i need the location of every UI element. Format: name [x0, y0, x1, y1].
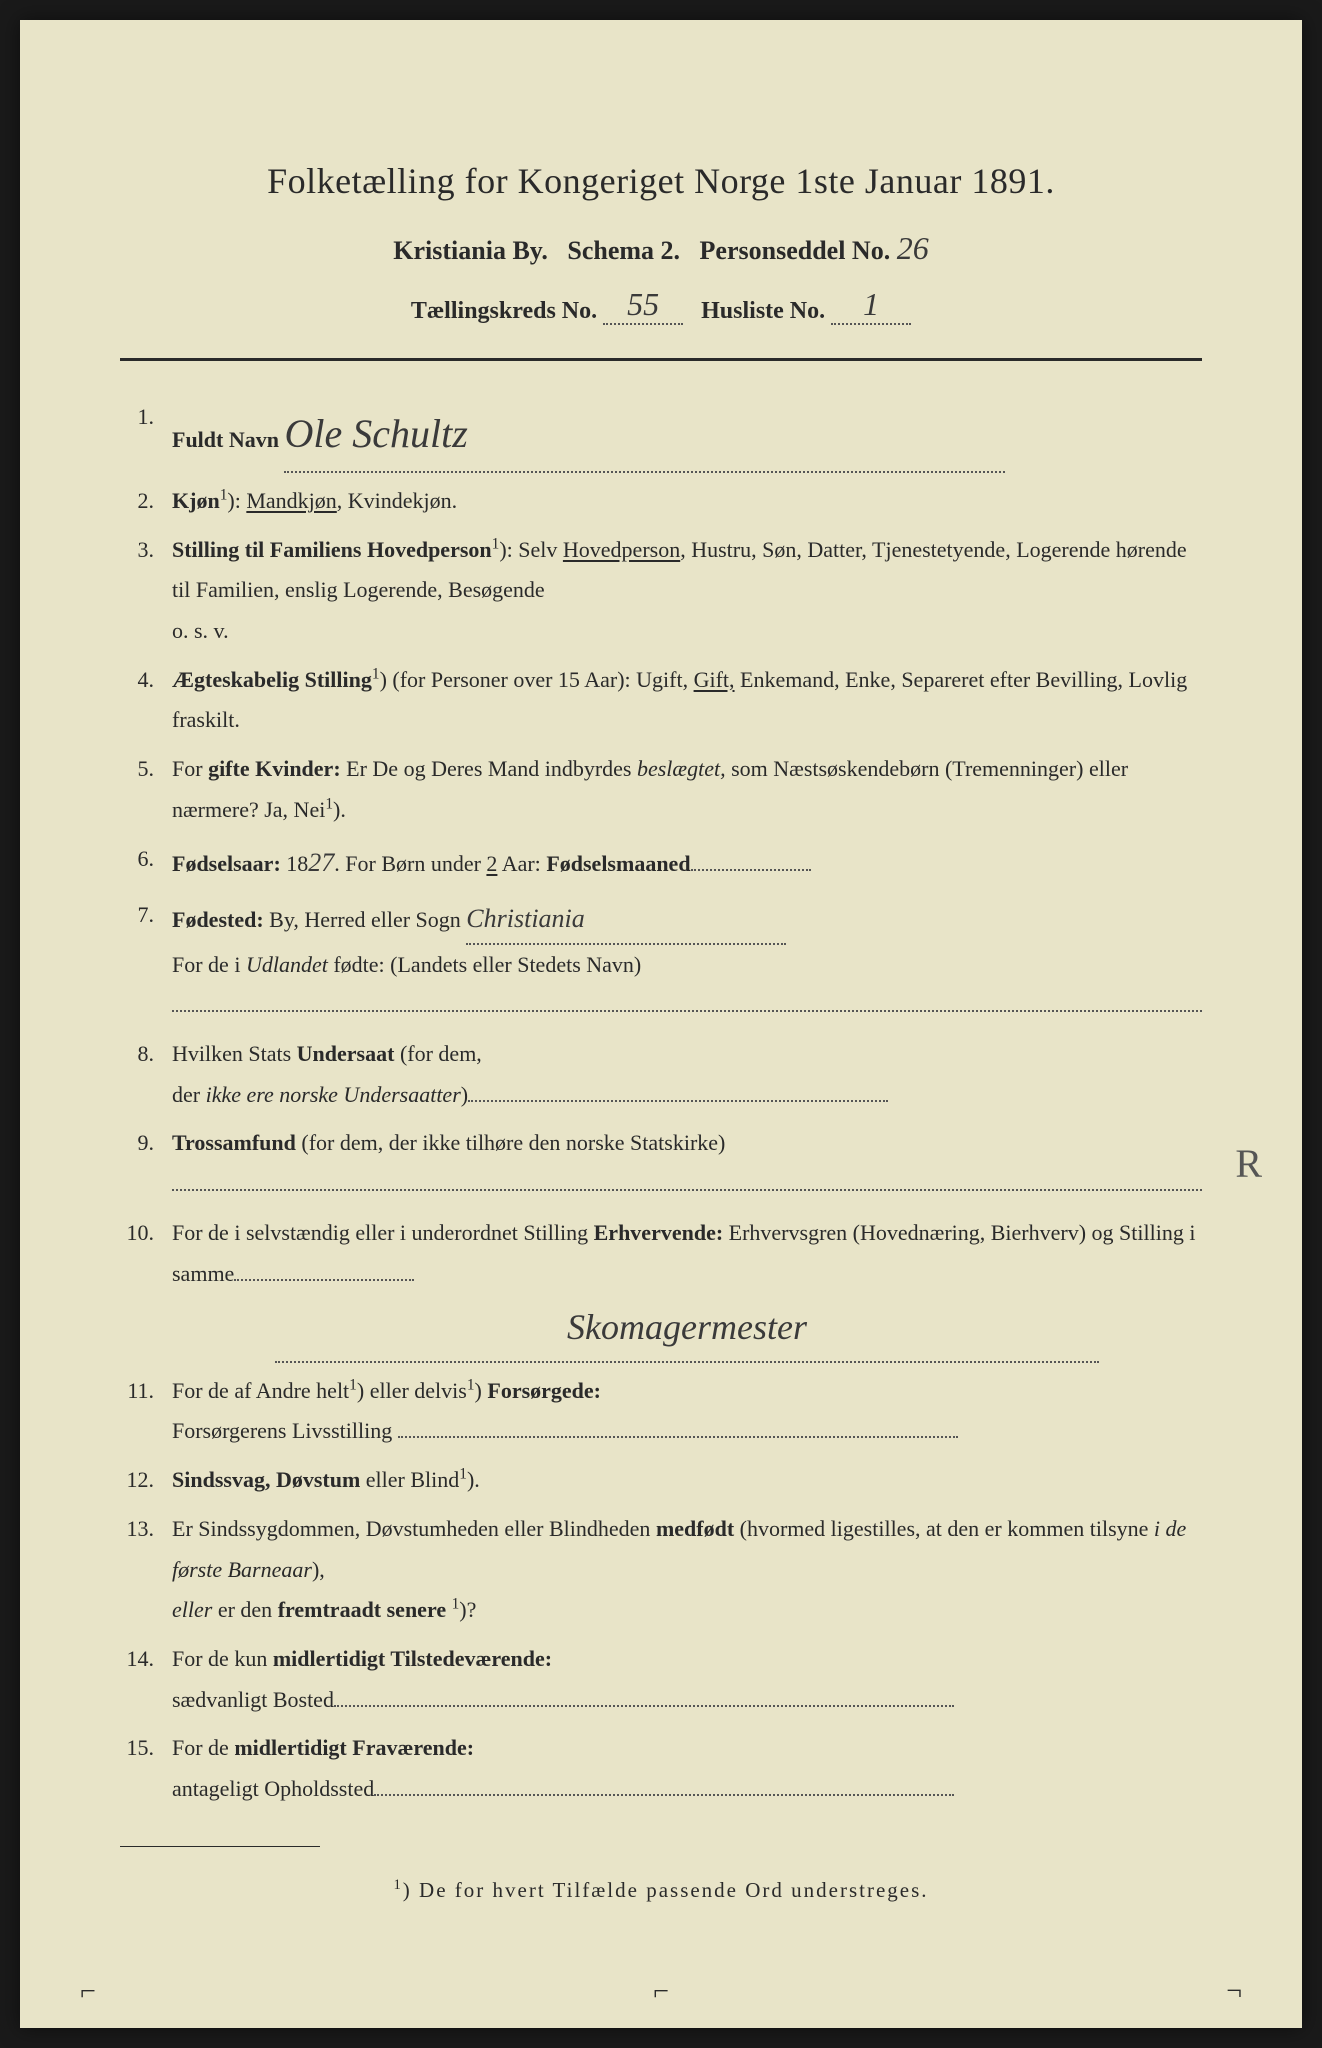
item-num: 6. — [120, 839, 172, 887]
item-label: midlertidigt Tilstedeværende: — [273, 1646, 552, 1671]
kreds-no: 55 — [627, 286, 659, 323]
personseddel-label: Personseddel No. — [700, 236, 891, 265]
census-form-page: Folketælling for Kongeriget Norge 1ste J… — [20, 20, 1302, 2028]
corner-mark-icon: ¬ — [1226, 1976, 1242, 2008]
birthplace-value: Christiania — [466, 904, 584, 933]
item-num: 4. — [120, 660, 172, 741]
item-num: 15. — [120, 1728, 172, 1809]
item-cont: o. s. v. — [172, 611, 1202, 652]
item-label: Fødselsaar: — [172, 851, 281, 876]
subsub-row: Tællingskreds No. 55 Husliste No. 1 — [120, 289, 1202, 328]
header-rule — [120, 358, 1202, 361]
city-label: Kristiania By. — [393, 236, 548, 265]
item-num: 10. — [120, 1213, 172, 1363]
item-label: midlertidigt Fraværende: — [234, 1735, 474, 1760]
item-label: Kjøn — [172, 488, 220, 513]
schema-label: Schema 2. — [567, 236, 680, 265]
item-14: 14. For de kun midlertidigt Tilstedevære… — [120, 1639, 1202, 1720]
selected-relation: Hovedperson — [563, 537, 680, 562]
item-12: 12. Sindssvag, Døvstum eller Blind1). — [120, 1460, 1202, 1501]
item-label: Stilling til Familiens Hovedperson — [172, 537, 492, 562]
corner-mark-icon: ⌐ — [80, 1976, 96, 2008]
item-label: gifte Kvinder: — [208, 756, 341, 781]
item-num: 2. — [120, 481, 172, 522]
item-4: 4. Ægteskabelig Stilling1) (for Personer… — [120, 660, 1202, 741]
item-10: 10. For de i selvstændig eller i underor… — [120, 1213, 1202, 1363]
item-7: 7. Fødested: By, Herred eller Sogn Chris… — [120, 895, 1202, 1026]
personseddel-no: 26 — [897, 230, 929, 267]
footnote-rule — [120, 1846, 320, 1847]
item-num: 7. — [120, 895, 172, 1026]
item-num: 12. — [120, 1460, 172, 1501]
item-num: 1. — [120, 397, 172, 473]
item-num: 3. — [120, 530, 172, 652]
occupation-value: Skomagermester — [567, 1294, 807, 1361]
item-label: medfødt — [656, 1516, 734, 1541]
husliste-label: Husliste No. — [701, 298, 825, 324]
item-13: 13. Er Sindssygdommen, Døvstumheden elle… — [120, 1509, 1202, 1631]
item-6: 6. Fødselsaar: 1827. For Børn under 2 Aa… — [120, 839, 1202, 887]
item-5: 5. For gifte Kvinder: Er De og Deres Man… — [120, 749, 1202, 830]
item-label: Forsørgede: — [487, 1378, 601, 1403]
item-num: 8. — [120, 1034, 172, 1115]
item-num: 11. — [120, 1371, 172, 1452]
husliste-no: 1 — [863, 286, 879, 323]
form-items: 1. Fuldt Navn Ole Schultz 2. Kjøn1): Man… — [120, 397, 1202, 1810]
selected-sex: Mandkjøn — [246, 488, 336, 513]
name-value: Ole Schultz — [284, 397, 467, 471]
item-label: Undersaat — [297, 1041, 395, 1066]
item-num: 14. — [120, 1639, 172, 1720]
selected-marital: Gift, — [694, 667, 735, 692]
item-15: 15. For de midlertidigt Fraværende: anta… — [120, 1728, 1202, 1809]
item-1: 1. Fuldt Navn Ole Schultz — [120, 397, 1202, 473]
item-label: Ægteskabelig Stilling — [172, 667, 372, 692]
item-label: Erhvervende: — [594, 1220, 724, 1245]
dotted-blank — [172, 1171, 1202, 1191]
main-title: Folketælling for Kongeriget Norge 1ste J… — [120, 160, 1202, 202]
item-11: 11. For de af Andre helt1) eller delvis1… — [120, 1371, 1202, 1452]
item-8: 8. Hvilken Stats Undersaat (for dem, der… — [120, 1034, 1202, 1115]
item-label: Fødested: — [172, 907, 264, 932]
item-num: 5. — [120, 749, 172, 830]
item-2: 2. Kjøn1): Mandkjøn, Kvindekjøn. — [120, 481, 1202, 522]
item-label: Sindssvag, Døvstum — [172, 1467, 360, 1492]
kreds-label: Tællingskreds No. — [411, 298, 597, 324]
item-label: Trossamfund — [172, 1130, 296, 1155]
item-9: 9. Trossamfund (for dem, der ikke tilhør… — [120, 1123, 1202, 1204]
dotted-blank — [172, 992, 1202, 1012]
margin-annotation: R — [1235, 1140, 1262, 1187]
item-num: 9. — [120, 1123, 172, 1204]
birth-year: 27 — [308, 848, 334, 877]
footnote: 1) De for hvert Tilfælde passende Ord un… — [120, 1877, 1202, 1903]
item-label: Fuldt Navn — [172, 427, 279, 452]
corner-mark-icon: ⌐ — [653, 1976, 669, 2008]
subtitle-row: Kristiania By. Schema 2. Personseddel No… — [120, 230, 1202, 267]
item-3: 3. Stilling til Familiens Hovedperson1):… — [120, 530, 1202, 652]
item-num: 13. — [120, 1509, 172, 1631]
